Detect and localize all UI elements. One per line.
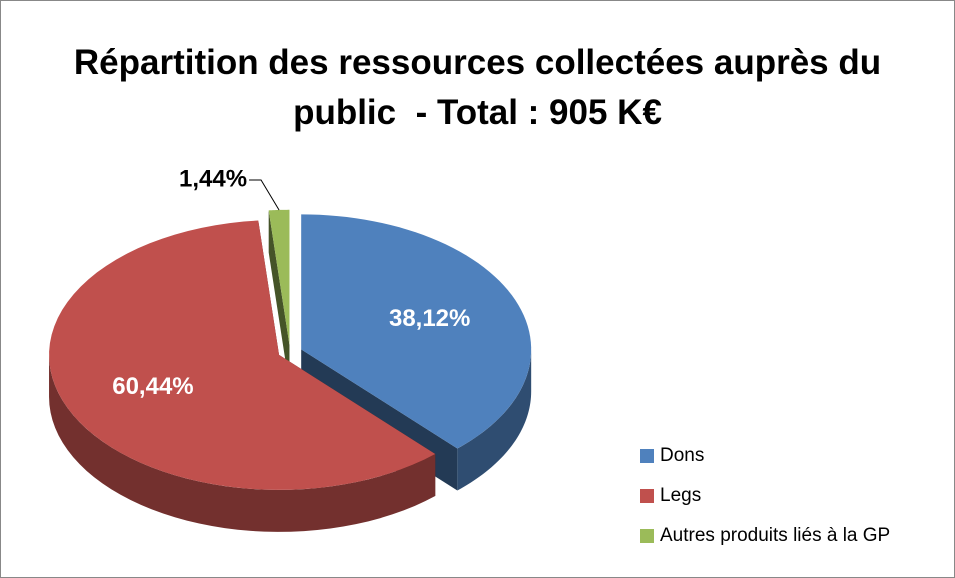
data-label: 1,44% — [179, 165, 247, 192]
chart-title: Répartition des ressources collectées au… — [73, 43, 891, 132]
legend-swatch — [640, 449, 654, 463]
leader-line — [249, 179, 280, 211]
data-label: 38,12% — [389, 305, 470, 332]
pie-slice — [49, 220, 436, 490]
pie-slice — [268, 209, 290, 345]
legend-label: Autres produits liés à la GP — [660, 525, 890, 546]
legend-label: Legs — [660, 485, 701, 506]
slice-side — [457, 349, 532, 491]
legend-swatch — [640, 529, 654, 543]
legend-swatch — [640, 489, 654, 503]
slice-side — [49, 354, 436, 532]
legend-label: Dons — [660, 445, 704, 466]
pie-slice — [301, 214, 532, 449]
slice-face — [268, 210, 290, 387]
data-label: 60,44% — [112, 373, 193, 400]
